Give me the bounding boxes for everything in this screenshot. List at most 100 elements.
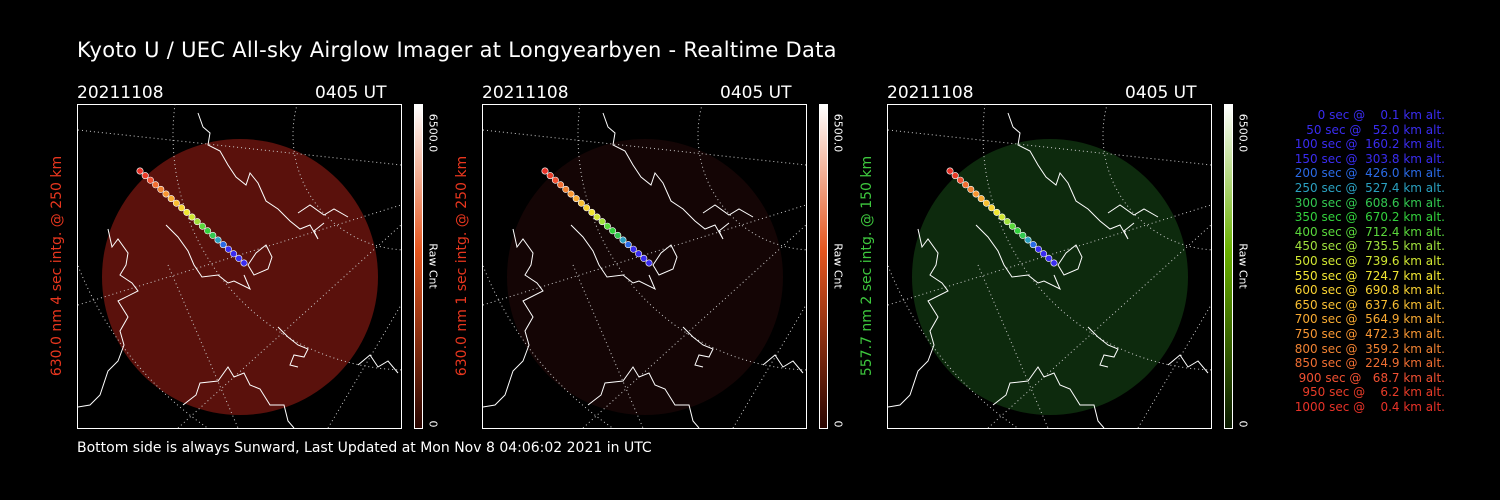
trajectory-point	[141, 172, 149, 180]
trajectory-point	[193, 218, 201, 226]
trajectory-point	[998, 213, 1006, 221]
trajectory-point	[635, 250, 643, 258]
legend-entry: 900 sec @ 68.7 km alt.	[1294, 370, 1445, 385]
trajectory-point	[609, 227, 617, 235]
trajectory-point	[551, 176, 559, 184]
trajectory-point	[214, 236, 222, 244]
airglow-panel-2: 20211108 0405 UT 630.0 nm 1 sec intg. @ …	[454, 80, 902, 430]
colorbar-max: 6500.0	[426, 113, 440, 153]
trajectory-point	[567, 190, 575, 198]
trajectory-point	[146, 176, 154, 184]
legend-entry: 1000 sec @ 0.4 km alt.	[1294, 399, 1445, 414]
trajectory-point	[219, 241, 227, 249]
legend-entry: 850 sec @ 224.9 km alt.	[1290, 356, 1445, 371]
trajectory-point	[1029, 241, 1037, 249]
legend-entry: 0 sec @ 0.1 km alt.	[1306, 108, 1445, 122]
trajectory-point	[967, 185, 975, 193]
trajectory-point	[988, 204, 996, 212]
allsky-map	[78, 105, 401, 428]
trajectory-point	[946, 167, 954, 175]
allsky-image[interactable]	[77, 104, 402, 429]
lat-lon-grid	[483, 105, 806, 428]
lat-lon-grid	[888, 105, 1211, 428]
trajectory-point	[1045, 254, 1053, 262]
coastline	[78, 112, 399, 428]
trajectory-point	[993, 208, 1001, 216]
trajectory-point	[172, 199, 180, 207]
trajectory-point	[240, 259, 248, 267]
trajectory-point	[204, 227, 212, 235]
trajectory-point	[1014, 227, 1022, 235]
allsky-map	[483, 105, 806, 428]
lat-lon-grid	[78, 105, 401, 428]
panel-date: 20211108	[77, 83, 164, 103]
wavelength-label: 630.0 nm 4 sec intg. @ 250 km	[49, 155, 65, 377]
coastline	[888, 112, 1209, 428]
sky-disk	[102, 139, 378, 415]
allsky-image[interactable]	[482, 104, 807, 429]
colorbar-min: 0	[831, 420, 845, 428]
trajectory-point	[572, 195, 580, 203]
trajectory-point	[235, 254, 243, 262]
wavelength-label: 557.7 nm 2 sec intg. @ 150 km	[859, 155, 875, 377]
airglow-panel-1: 20211108 0405 UT 630.0 nm 4 sec intg. @ …	[49, 80, 497, 430]
trajectory-point	[640, 254, 648, 262]
colorbar	[1224, 104, 1233, 429]
legend-entry: 400 sec @ 712.4 km alt.	[1290, 224, 1445, 239]
trajectory-point	[629, 245, 637, 253]
panel-date: 20211108	[887, 83, 974, 103]
allsky-map	[888, 105, 1211, 428]
wavelength-label: 630.0 nm 1 sec intg. @ 250 km	[454, 155, 470, 377]
trajectory-point	[1024, 236, 1032, 244]
panel-time: 0405 UT	[720, 83, 792, 103]
rocket-trajectory	[946, 167, 1058, 267]
legend-entry: 650 sec @ 637.6 km alt.	[1290, 297, 1445, 312]
trajectory-point	[562, 185, 570, 193]
colorbar-unit: Raw Cnt	[831, 243, 845, 289]
legend-entry: 50 sec @ 52.0 km alt.	[1298, 122, 1445, 137]
panel-time: 0405 UT	[315, 83, 387, 103]
trajectory-point	[557, 181, 565, 189]
trajectory-point	[614, 231, 622, 239]
trajectory-point	[230, 250, 238, 258]
trajectory-point	[982, 199, 990, 207]
trajectory-point	[136, 167, 144, 175]
footer-note: Bottom side is always Sunward, Last Upda…	[77, 440, 652, 456]
page-title: Kyoto U / UEC All-sky Airglow Imager at …	[77, 38, 837, 62]
coastline	[483, 112, 804, 428]
colorbar-unit: Raw Cnt	[426, 243, 440, 289]
trajectory-point	[209, 231, 217, 239]
legend-entry: 600 sec @ 690.8 km alt.	[1290, 283, 1445, 298]
legend-entry: 100 sec @ 160.2 km alt.	[1290, 137, 1445, 152]
trajectory-point	[972, 190, 980, 198]
colorbar-min: 0	[1236, 420, 1250, 428]
legend-entry: 150 sec @ 303.8 km alt.	[1290, 151, 1445, 166]
trajectory-point	[624, 241, 632, 249]
trajectory-point	[603, 222, 611, 230]
legend-entry: 800 sec @ 359.2 km alt.	[1290, 341, 1445, 356]
rocket-trajectory	[136, 167, 248, 267]
legend-entry: 500 sec @ 739.6 km alt.	[1290, 253, 1445, 268]
legend-entry: 550 sec @ 724.7 km alt.	[1290, 268, 1445, 283]
trajectory-point	[1040, 250, 1048, 258]
trajectory-point	[183, 208, 191, 216]
trajectory-point	[1003, 218, 1011, 226]
trajectory-point	[541, 167, 549, 175]
trajectory-point	[583, 204, 591, 212]
legend-entry: 450 sec @ 735.5 km alt.	[1290, 239, 1445, 254]
trajectory-point	[157, 185, 165, 193]
allsky-image[interactable]	[887, 104, 1212, 429]
trajectory-point	[577, 199, 585, 207]
colorbar	[414, 104, 423, 429]
trajectory-point	[167, 195, 175, 203]
trajectory-point	[1019, 231, 1027, 239]
trajectory-point	[224, 245, 232, 253]
trajectory-point	[178, 204, 186, 212]
trajectory-point	[1008, 222, 1016, 230]
rocket-trajectory	[541, 167, 653, 267]
colorbar	[819, 104, 828, 429]
legend-entry: 300 sec @ 608.6 km alt.	[1290, 195, 1445, 210]
trajectory-point	[588, 208, 596, 216]
panel-time: 0405 UT	[1125, 83, 1197, 103]
colorbar-min: 0	[426, 420, 440, 428]
